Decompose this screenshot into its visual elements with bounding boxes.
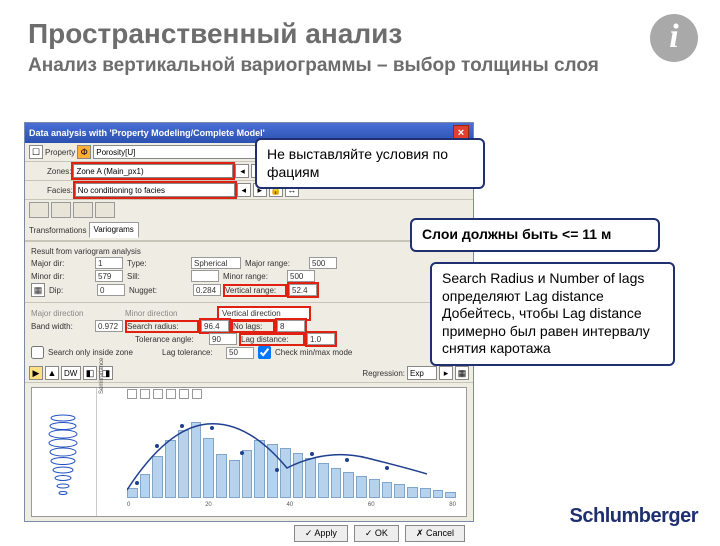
minor-range-label: Minor range: — [223, 272, 283, 281]
variograms-tab[interactable]: Variograms — [89, 222, 139, 238]
nlags-field[interactable]: 8 — [277, 320, 305, 332]
dip-label: Dip: — [49, 286, 93, 295]
apply-button[interactable]: ✓ Apply — [294, 525, 348, 542]
prev-zone-icon[interactable]: ◂ — [235, 164, 249, 178]
lagtol-label: Lag tolerance: — [162, 348, 222, 357]
button-row: ✓ Apply ✓ OK ✗ Cancel — [25, 521, 473, 546]
mode-tabs — [25, 200, 473, 220]
minmax-label: Check min/max mode — [275, 348, 352, 357]
chart-opt-icon[interactable]: ▦ — [455, 366, 469, 380]
bandwidth-field[interactable]: 0.972 — [95, 320, 123, 332]
sill-label: Sill: — [127, 272, 187, 281]
variogram-chart: 020 4060 80 Semivariance — [97, 388, 466, 516]
tab-2[interactable] — [51, 202, 71, 218]
szone-check[interactable] — [31, 346, 44, 359]
search-field[interactable]: 96.4 — [201, 320, 229, 332]
result-panel: Result from variogram analysis Major dir… — [25, 241, 473, 302]
sill-field[interactable] — [191, 270, 219, 282]
slide-title: Пространственный анализ — [28, 18, 402, 50]
chart-curve — [127, 418, 427, 498]
nugget-field[interactable]: 0.284 — [193, 284, 221, 296]
major-range-label: Major range: — [245, 259, 305, 268]
major-dir-tab[interactable]: Major direction — [31, 309, 121, 318]
nlags-label: No lags: — [233, 322, 273, 331]
chart-toolbar: ▶ ▲ DW ◧ ◨ Regression: Exp ▸ ▦ — [25, 364, 473, 383]
zones-select[interactable]: Zone A (Main_px1) — [73, 164, 233, 178]
x-axis: 020 4060 80 — [127, 502, 456, 512]
result-header: Result from variogram analysis — [31, 247, 467, 256]
major-dir-label: Major dir: — [31, 259, 91, 268]
y-axis-label: Semivariance — [99, 358, 105, 394]
facies-label: Facies: — [47, 186, 73, 195]
regression-label: Regression: — [362, 369, 405, 378]
ok-button[interactable]: ✓ OK — [354, 525, 399, 542]
property-icon: Φ — [77, 145, 91, 159]
szone-label: Search only inside zone — [48, 348, 158, 357]
transform-tab[interactable]: Transformations — [29, 226, 87, 235]
regression-go-icon[interactable]: ▸ — [439, 366, 453, 380]
major-dir-field[interactable]: 1 — [95, 257, 123, 269]
prev-facies-icon[interactable]: ◂ — [237, 183, 251, 197]
callout-facies: Не выставляйте условия по фациям — [255, 138, 485, 189]
chart-area: 020 4060 80 Semivariance — [31, 387, 467, 517]
slide-subtitle: Анализ вертикальной вариограммы – выбор … — [28, 54, 599, 78]
tab-1[interactable] — [29, 202, 49, 218]
tol-label: Tolerance angle: — [135, 335, 205, 344]
lagtol-field[interactable]: 50 — [226, 347, 254, 359]
dip-icon[interactable]: ▦ — [31, 283, 45, 297]
tab-3[interactable] — [73, 202, 93, 218]
type-label: Type: — [127, 259, 187, 268]
dw-icon[interactable]: ▲ — [45, 366, 59, 380]
chart-top-ticks — [127, 388, 456, 400]
tab-4[interactable] — [95, 202, 115, 218]
callout-lag: Search Radius и Number of lags определяю… — [430, 262, 675, 366]
sub-tabs: Transformations Variograms — [25, 220, 473, 241]
type-field[interactable]: Spherical — [191, 257, 241, 269]
bandwidth-label: Band width: — [31, 322, 91, 331]
doc-icon[interactable]: ☐ — [29, 145, 43, 159]
minor-dir-tab[interactable]: Minor direction — [125, 309, 215, 318]
lagdist-label: Lag distance: — [241, 335, 303, 344]
vertical-marker — [48, 408, 78, 508]
chart-left-panel — [32, 388, 97, 516]
minor-dir-label: Minor dir: — [31, 272, 91, 281]
minor-dir-field[interactable]: 579 — [95, 270, 123, 282]
dip-field[interactable]: 0 — [97, 284, 125, 296]
window-title: Data analysis with 'Property Modeling/Co… — [29, 128, 453, 138]
property-label: Property — [45, 148, 75, 157]
callout-layers: Слои должны быть <= 11 м — [410, 218, 660, 252]
info-icon: i — [650, 14, 698, 62]
direction-panel: Major direction Minor direction Vertical… — [25, 302, 473, 364]
logo: Schlumberger — [570, 505, 698, 528]
zones-label: Zones: — [47, 167, 71, 176]
facies-select[interactable]: No conditioning to facies — [75, 183, 235, 197]
cancel-button[interactable]: ✗ Cancel — [405, 525, 465, 542]
lagdist-field[interactable]: 1.0 — [307, 333, 335, 345]
regression-select[interactable]: Exp — [407, 366, 437, 380]
vert-range-label: Vertical range: — [225, 286, 285, 295]
minmax-check[interactable] — [258, 346, 271, 359]
run-icon[interactable]: ▶ — [29, 366, 43, 380]
major-range-field[interactable]: 500 — [309, 257, 337, 269]
vert-range-field[interactable]: 52.4 — [289, 284, 317, 296]
nugget-label: Nugget: — [129, 286, 189, 295]
tol-field[interactable]: 90 — [209, 333, 237, 345]
dw-select[interactable]: DW — [61, 366, 81, 380]
vert-dir-tab[interactable]: Vertical direction — [219, 308, 309, 319]
tool-a-icon[interactable]: ◧ — [83, 366, 97, 380]
minor-range-field[interactable]: 500 — [287, 270, 315, 282]
search-label: Search radius: — [127, 322, 197, 331]
